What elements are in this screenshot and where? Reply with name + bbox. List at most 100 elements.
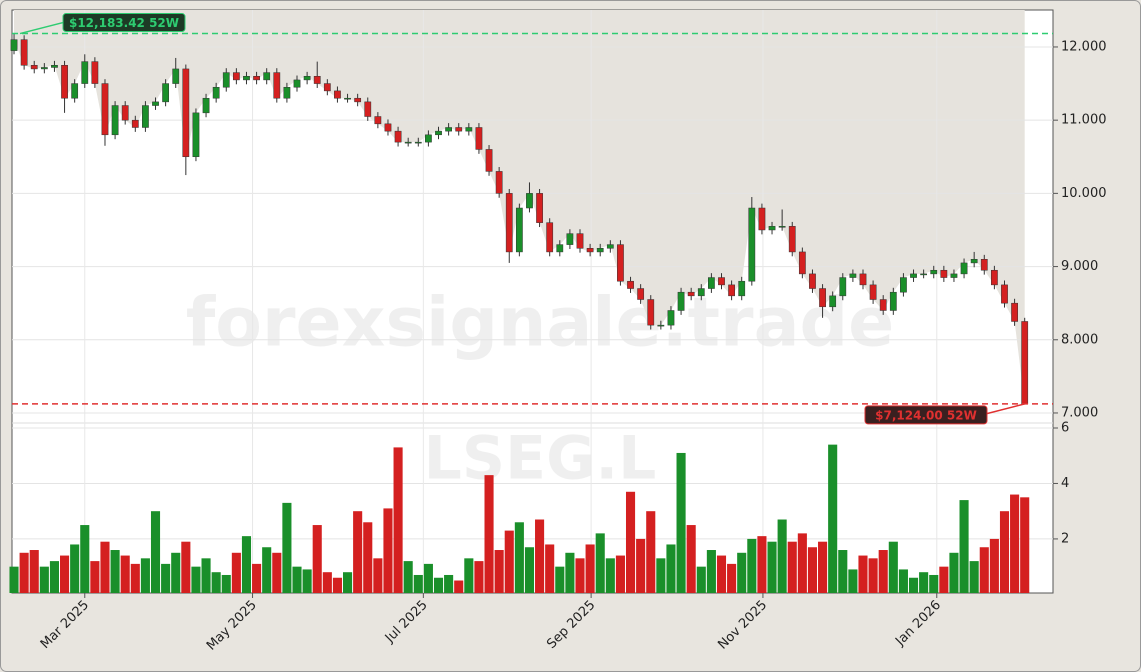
candle-body — [647, 299, 655, 326]
volume-bar — [100, 541, 110, 593]
candle-body — [71, 83, 79, 99]
volume-bar — [838, 550, 848, 593]
candle-body — [1011, 302, 1018, 322]
candle-body — [940, 269, 948, 278]
candle-body — [253, 75, 260, 81]
volume-bar — [777, 519, 787, 593]
candle-body — [980, 258, 988, 271]
candle-body — [334, 90, 341, 99]
volume-bar — [585, 544, 595, 593]
volume-bar — [322, 572, 332, 593]
volume-bar — [1010, 494, 1020, 593]
y2-tick-label: 6 — [1061, 420, 1069, 435]
y2-tick-label: 4 — [1061, 476, 1069, 491]
volume-bar — [464, 558, 474, 593]
volume-bar — [555, 566, 565, 593]
candle-body — [778, 226, 786, 228]
volume-bar — [484, 475, 494, 593]
volume-bar — [727, 563, 737, 593]
volume-bar — [201, 558, 211, 593]
volume-bar — [9, 566, 19, 593]
volume-bar — [363, 522, 373, 593]
candle-body — [91, 61, 99, 84]
volume-bar — [575, 558, 585, 593]
plot-layer — [9, 10, 1053, 593]
volume-bar — [524, 547, 535, 593]
candle-body — [152, 101, 159, 106]
candle-body — [475, 127, 483, 150]
volume-bar — [272, 552, 282, 593]
volume-bar — [787, 541, 797, 593]
volume-bar — [171, 552, 181, 593]
y-tick-label: 10.000 — [1061, 186, 1107, 201]
candle-body — [384, 123, 392, 132]
volume-bar — [979, 547, 989, 593]
candle-body — [283, 86, 291, 99]
candle-body — [879, 299, 887, 311]
candle-body — [526, 193, 533, 209]
volume-bar — [19, 552, 29, 593]
volume-bar — [737, 552, 747, 593]
volume-bar — [181, 541, 191, 593]
volume-bar — [898, 569, 908, 593]
candle-body — [596, 248, 604, 253]
candle-body — [414, 141, 422, 144]
y-tick-label: 7.000 — [1061, 405, 1098, 420]
candle-body — [364, 101, 372, 117]
volume-bar — [514, 522, 524, 593]
volume-bar — [474, 561, 484, 593]
candle-body — [728, 284, 735, 297]
volume-bar — [191, 566, 201, 593]
volume-bar — [231, 552, 241, 593]
volume-bar — [302, 569, 312, 593]
candle-body — [30, 65, 38, 70]
candle-body — [354, 97, 362, 103]
volume-bar — [90, 561, 100, 593]
y-tick-label: 8.000 — [1061, 332, 1098, 347]
annotation-box — [62, 13, 186, 33]
candle-body — [859, 273, 867, 286]
volume-bar — [908, 577, 919, 593]
volume-bar — [686, 525, 696, 593]
candle-body — [455, 127, 463, 132]
volume-bar — [29, 550, 39, 593]
volume-bar — [605, 558, 615, 593]
volume-bar — [403, 561, 413, 593]
volume-bar — [959, 500, 969, 593]
volume-bar — [130, 563, 140, 593]
candle-body — [829, 295, 837, 308]
volume-bar — [211, 572, 221, 593]
candle-body — [111, 105, 119, 136]
volume-bar — [868, 558, 878, 593]
candle-body — [819, 288, 826, 308]
candle-body — [970, 258, 978, 264]
candle-body — [576, 233, 584, 249]
candle-body — [1001, 284, 1008, 304]
candle-body — [788, 226, 796, 253]
candle-body — [606, 244, 614, 249]
volume-bar — [262, 547, 272, 593]
candle-body — [667, 310, 675, 326]
volume-bar — [858, 555, 868, 593]
volume-bar — [433, 577, 444, 593]
candle-body — [425, 134, 432, 143]
volume-bar — [312, 525, 322, 593]
volume-bar — [747, 538, 757, 593]
candle-body — [839, 277, 847, 297]
volume-bar — [1020, 497, 1030, 593]
y-tick-label: 11.000 — [1061, 113, 1107, 128]
candle-body — [485, 149, 493, 172]
candle-body — [212, 86, 220, 99]
volume-bar — [706, 550, 716, 593]
volume-bar — [656, 558, 666, 593]
candle-body — [10, 39, 18, 51]
candle-body — [869, 284, 877, 300]
candle-body — [920, 273, 928, 276]
volume-bar — [504, 530, 514, 593]
candle-body — [515, 207, 523, 253]
volume-bar — [373, 558, 383, 593]
candle-body — [374, 116, 382, 125]
candle-body — [293, 79, 301, 88]
candle-body — [495, 171, 503, 194]
